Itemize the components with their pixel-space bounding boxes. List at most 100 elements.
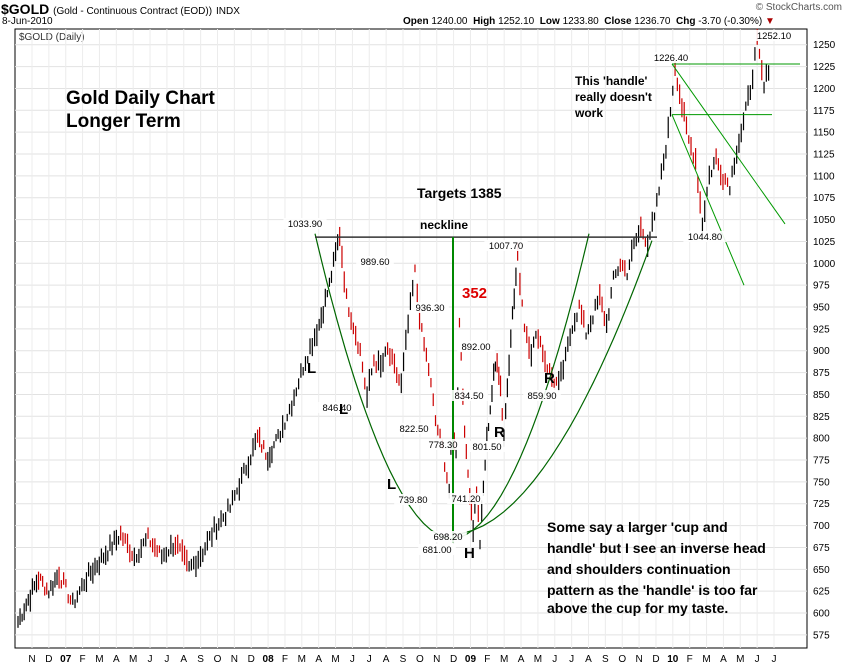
y-tick-label: 1125 — [813, 150, 835, 161]
x-tick-label: F — [687, 654, 693, 665]
x-tick-label: J — [164, 654, 169, 665]
x-tick-label: J — [772, 654, 777, 665]
symbol: $GOLD — [1, 1, 50, 17]
y-tick-label: 1150 — [813, 128, 835, 139]
x-tick-label: A — [113, 654, 120, 665]
x-tick-label: J — [569, 654, 574, 665]
open-value: 1240.00 — [431, 16, 468, 27]
y-tick-label: 875 — [813, 368, 830, 379]
right-shoulder-label-1: R — [494, 424, 505, 441]
left-shoulder-label-2: L — [339, 401, 348, 418]
price-label: 1226.40 — [654, 53, 688, 64]
price-label-bg — [683, 231, 727, 242]
x-tick-label: N — [28, 654, 35, 665]
price-label: 989.60 — [360, 257, 389, 268]
symbol-description: (Gold - Continuous Contract (EOD)) — [53, 6, 213, 17]
exchange: INDX — [215, 6, 240, 17]
y-tick-label: 600 — [813, 609, 830, 620]
x-tick-label: O — [416, 654, 424, 665]
price-label: 1033.90 — [288, 219, 322, 230]
price-label: 741.20 — [451, 494, 480, 505]
price-label: 801.50 — [472, 442, 501, 453]
x-tick-label: M — [95, 654, 103, 665]
y-axis-ticks: 575 600 625 650 675 700 725 750 775 800 825 850 875 9… — [813, 40, 836, 641]
high-label: High — [473, 16, 496, 27]
price-label-bg — [523, 390, 561, 401]
x-tick-label: D — [652, 654, 659, 665]
y-tick-label: 800 — [813, 434, 830, 445]
ohlc-readout: Open 1240.00 High 1252.10 Low 1233.80 Cl… — [403, 16, 775, 27]
handle-note-line-1: This 'handle' — [575, 74, 648, 88]
price-label-bg — [394, 494, 432, 505]
x-tick-label: A — [518, 654, 525, 665]
x-tick-label: J — [367, 654, 372, 665]
x-tick-label: A — [585, 654, 592, 665]
x-tick-label: D — [248, 654, 255, 665]
x-tick-label: A — [720, 654, 727, 665]
x-tick-label: M — [534, 654, 542, 665]
price-label: 739.80 — [398, 495, 427, 506]
y-tick-label: 700 — [813, 521, 830, 532]
y-tick-label: 975 — [813, 281, 830, 292]
y-tick-label: 575 — [813, 630, 830, 641]
neckline-label: neckline — [420, 218, 468, 232]
x-tick-label: J — [755, 654, 760, 665]
y-tick-label: 775 — [813, 456, 830, 467]
x-tick-label: F — [484, 654, 490, 665]
x-tick-label: M — [298, 654, 306, 665]
price-label-bg — [447, 493, 485, 504]
price-label-bg — [411, 302, 449, 313]
annotation-subtitle: Longer Term — [66, 111, 181, 132]
price-label-bg — [649, 52, 693, 63]
x-tick-label: D — [450, 654, 457, 665]
y-tick-label: 1250 — [813, 40, 836, 51]
quote-date: 8-Jun-2010 — [2, 16, 53, 27]
y-tick-label: 925 — [813, 324, 830, 335]
x-tick-label: 09 — [465, 654, 477, 665]
y-tick-label: 1225 — [813, 62, 836, 73]
chart-header-title: $GOLD (Gold - Continuous Contract (EOD))… — [1, 1, 240, 17]
left-shoulder-label-1: L — [307, 360, 316, 377]
price-label-bg — [468, 441, 506, 452]
brand-watermark: © StockCharts.com — [756, 2, 842, 13]
y-tick-label: 1025 — [813, 237, 836, 248]
x-tick-label: N — [635, 654, 642, 665]
y-tick-label: 1175 — [813, 106, 835, 117]
x-tick-label: A — [180, 654, 187, 665]
x-tick-label: A — [383, 654, 390, 665]
x-tick-label: 10 — [667, 654, 679, 665]
x-tick-label: J — [552, 654, 557, 665]
annotation-title: Gold Daily Chart — [66, 88, 216, 109]
y-tick-label: 725 — [813, 499, 830, 510]
close-label: Close — [604, 16, 632, 27]
y-tick-label: 650 — [813, 565, 830, 576]
price-label-bg — [318, 402, 356, 413]
x-tick-label: N — [433, 654, 440, 665]
right-shoulder-label-2: R — [544, 370, 555, 387]
close-value: 1236.70 — [634, 16, 671, 27]
note-line-2: handle' but I see an inverse head — [547, 540, 766, 556]
y-tick-label: 675 — [813, 543, 830, 554]
x-tick-label: M — [129, 654, 137, 665]
y-tick-label: 1050 — [813, 215, 836, 226]
x-tick-label: A — [315, 654, 322, 665]
left-shoulder-label-3: L — [387, 476, 396, 493]
price-label-bg — [429, 531, 467, 542]
y-tick-label: 825 — [813, 412, 830, 423]
x-tick-label: N — [231, 654, 238, 665]
y-tick-label: 900 — [813, 346, 830, 357]
x-tick-label: S — [602, 654, 609, 665]
price-label-bg — [356, 256, 394, 267]
price-label-bg — [752, 30, 796, 41]
x-tick-label: S — [400, 654, 407, 665]
low-label: Low — [539, 16, 560, 27]
price-label: 846.40 — [322, 403, 351, 414]
price-series — [17, 28, 770, 628]
price-label-bg — [424, 439, 462, 450]
x-tick-label: O — [214, 654, 222, 665]
x-tick-label: S — [197, 654, 204, 665]
open-label: Open — [403, 16, 429, 27]
measure-label: 352 — [462, 285, 487, 302]
price-label: 778.30 — [428, 440, 457, 451]
